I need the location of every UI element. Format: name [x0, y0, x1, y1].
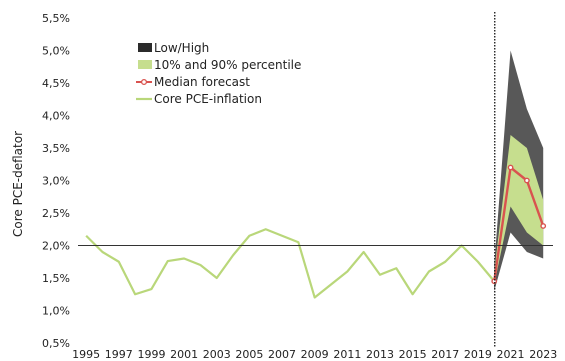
- core-pce-line: [85, 228, 496, 299]
- x-tick-label: 2015: [399, 348, 427, 361]
- series-lines: [85, 164, 547, 299]
- x-tick-label: 2011: [333, 348, 361, 361]
- legend-swatch-marker: [140, 78, 148, 86]
- y-tick-label: 3,5%: [42, 142, 70, 155]
- legend: Low/High 10% and 90% percentile Median for…: [136, 41, 301, 106]
- x-tick-label: 2001: [170, 348, 198, 361]
- legend-label: Core PCE-inflation: [154, 92, 262, 106]
- y-axis-label: Core PCE-deflator: [11, 131, 25, 237]
- legend-item: Core PCE-inflation: [136, 92, 262, 106]
- x-tick-label: 2019: [464, 348, 492, 361]
- y-tick-label: 2,5%: [42, 207, 70, 220]
- x-tick-label: 2017: [431, 348, 459, 361]
- legend-item: Median forecast: [136, 75, 250, 89]
- x-tick-label: 2005: [235, 348, 263, 361]
- x-tick-label: 2021: [497, 348, 525, 361]
- y-tick-label: 1,0%: [42, 305, 70, 318]
- y-tick-label: 1,5%: [42, 272, 70, 285]
- y-tick-label: 0,5%: [42, 337, 70, 350]
- x-tick-label: 1999: [137, 348, 165, 361]
- median-forecast-point: [507, 164, 514, 171]
- legend-swatch: [138, 60, 152, 69]
- legend-label: Low/High: [154, 41, 209, 55]
- legend-label: 10% and 90% percentile: [154, 58, 301, 72]
- median-forecast-line: [493, 166, 545, 282]
- x-tick-label: 2023: [529, 348, 557, 361]
- y-tick-label: 5,5%: [42, 12, 70, 25]
- x-tick-label: 2003: [203, 348, 231, 361]
- y-tick-label: 2,0%: [42, 240, 70, 253]
- x-tick-label: 1997: [105, 348, 133, 361]
- legend-item: Low/High: [138, 41, 209, 55]
- legend-label: Median forecast: [154, 75, 250, 89]
- legend-swatch: [138, 43, 152, 52]
- forecast-bands: [494, 50, 544, 291]
- x-axis-ticks: 1995 1997 1999 2001 2003 2005 2007 2009 2011 2013…: [72, 348, 557, 361]
- y-axis-ticks: 5,5% 5,0% 4,5% 4,0% 3,5% 3,0% 2,5% 2,0% 1,5% 1,0%…: [42, 12, 70, 350]
- y-tick-label: 3,0%: [42, 175, 70, 188]
- y-tick-label: 4,5%: [42, 77, 70, 90]
- x-tick-label: 2009: [301, 348, 329, 361]
- median-forecast-point: [523, 177, 530, 184]
- y-tick-label: 5,0%: [42, 45, 70, 58]
- percentile-band: [494, 135, 544, 285]
- x-tick-label: 1995: [72, 348, 100, 361]
- x-tick-label: 2007: [268, 348, 296, 361]
- legend-item: 10% and 90% percentile: [138, 58, 301, 72]
- x-tick-label: 2013: [366, 348, 394, 361]
- median-forecast-point: [540, 223, 547, 229]
- y-tick-label: 4,0%: [42, 110, 70, 123]
